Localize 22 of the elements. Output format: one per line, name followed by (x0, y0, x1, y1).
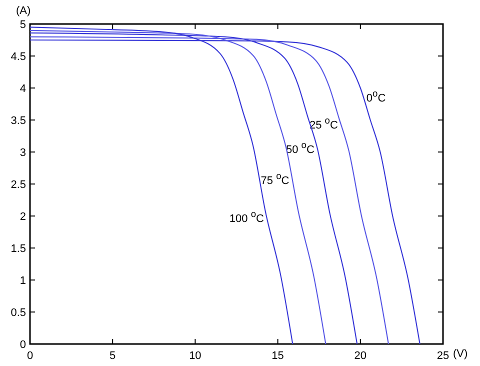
y-tick-label: 1.5 (10, 243, 26, 255)
y-tick-label: 3.5 (10, 115, 26, 127)
y-tick-label: 0.5 (10, 307, 26, 319)
series-label: 0$^{o}$C (366, 88, 386, 105)
y-tick-label: 4.5 (10, 51, 26, 63)
x-tick-label: 15 (272, 350, 284, 362)
x-tick-label: 20 (354, 350, 367, 362)
y-tick-label: 3 (20, 147, 26, 159)
y-tick-label: 4 (20, 83, 26, 95)
y-tick-label: 1 (20, 275, 26, 287)
y-tick-label: 5 (20, 19, 26, 31)
x-tick-label: 10 (189, 350, 202, 362)
y-tick-label: 2.5 (10, 179, 26, 191)
x-tick-label: 5 (110, 350, 116, 362)
x-axis-title: (V) (453, 348, 468, 360)
series-label: 100 $^{o}$C (229, 209, 264, 226)
y-tick-label: 2 (20, 211, 26, 223)
y-axis-title: (A) (16, 5, 31, 17)
series-label: 50 $^{o}$C (286, 140, 314, 156)
x-tick-label: 25 (436, 350, 450, 362)
series-label: 75 $^{o}$C (260, 170, 290, 187)
y-tick-label: 0 (20, 339, 26, 351)
